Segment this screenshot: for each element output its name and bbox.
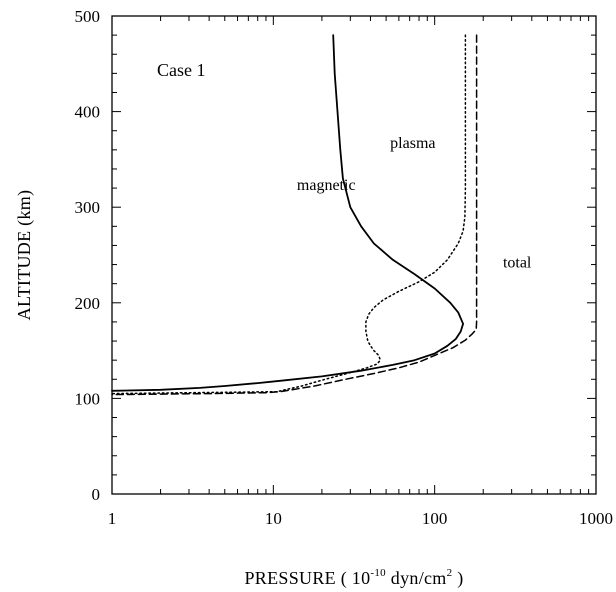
y-axis-title: ALTITUDE (km) <box>14 190 35 321</box>
series-line-magnetic <box>111 34 465 392</box>
annotations: magnetic plasma total <box>297 135 532 272</box>
y-tick-label: 300 <box>75 198 101 217</box>
x-tick-label: 100 <box>422 509 448 528</box>
x-axis-title-unit: dyn/cm <box>386 568 447 588</box>
x-tick-label: 1000 <box>579 509 613 528</box>
case-label: Case 1 <box>157 60 206 80</box>
x-axis-title-main: PRESSURE ( 10 <box>244 568 370 589</box>
series-line-total <box>111 34 478 396</box>
x-tick-label: 10 <box>265 509 282 528</box>
y-tick-label: 200 <box>75 294 101 313</box>
axes: 0 100 200 300 400 500 1 10 100 1000 <box>75 7 614 528</box>
plot-frame <box>111 15 597 495</box>
annotation-magnetic: magnetic <box>297 177 356 194</box>
y-tick-label: 100 <box>75 389 101 408</box>
x-tick-label: 1 <box>108 509 117 528</box>
y-tick-label: 0 <box>92 485 101 504</box>
x-axis-title-close: ) <box>452 568 463 589</box>
x-axis-title-unit-exp: 2 <box>447 567 453 579</box>
annotation-total: total <box>503 254 532 271</box>
series-line-plasma <box>111 34 467 395</box>
y-tick-label: 500 <box>75 7 101 26</box>
series-lines <box>111 34 478 396</box>
x-axis-title: PRESSURE ( 10-10 dyn/cm2 ) <box>244 567 463 589</box>
annotation-plasma: plasma <box>390 135 435 152</box>
y-tick-label: 400 <box>75 103 101 122</box>
x-axis-title-exp: -10 <box>370 567 386 579</box>
